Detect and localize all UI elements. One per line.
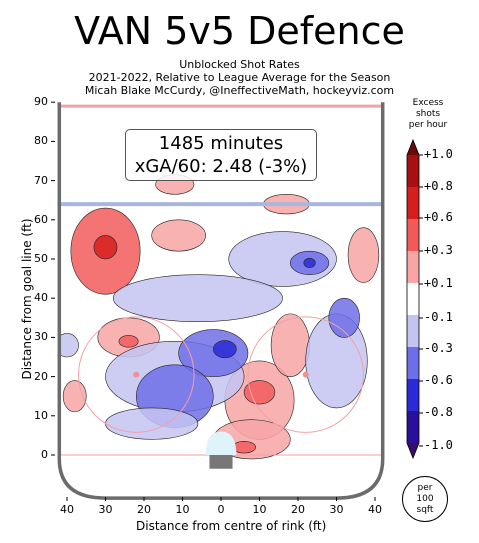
colorbar-segment	[407, 283, 419, 316]
heatmap-region-5	[347, 227, 380, 283]
x-tick-label: 20	[137, 503, 151, 516]
x-tick-label: 20	[291, 503, 305, 516]
colorbar-bottom-cap	[407, 443, 419, 458]
colorbar-tick-label: +0.6	[424, 210, 453, 224]
y-tick-label: 90	[34, 95, 48, 109]
y-tick-label: 0	[41, 448, 48, 461]
heatmap-region-23	[328, 297, 360, 338]
y-tick-label: 60	[34, 212, 48, 226]
heatmap-region-16	[303, 257, 316, 268]
colorbar-tick-label: -1.0	[424, 438, 453, 452]
colorbar-segment	[407, 411, 419, 444]
y-tick-label: 10	[34, 408, 48, 422]
faceoff-circle-left	[78, 316, 195, 433]
y-tick-label: 80	[34, 134, 48, 148]
colorbar-title-line-1: Excess	[412, 98, 444, 108]
y-tick-label: 70	[34, 173, 48, 187]
x-tick-label: 30	[329, 503, 344, 516]
colorbar-title-line-2: shots	[415, 109, 441, 119]
colorbar-top-cap	[407, 140, 419, 155]
colorbar-segment	[407, 251, 419, 284]
x-axis-label: Distance from centre of rink (ft)	[136, 519, 327, 533]
heatmap-region-24	[59, 333, 79, 358]
x-tick-label: 10	[175, 503, 190, 516]
x-tick-label: 0	[217, 503, 225, 516]
x-tick-label: 10	[252, 503, 267, 516]
colorbar-title: Excess shots per hour	[398, 98, 458, 131]
heatmap-region-19	[178, 329, 249, 377]
heatmap-region-25	[105, 407, 199, 440]
subtitle-line-2: 2021-2022, Relative to League Average fo…	[88, 71, 391, 84]
per-unit-line-3: sqft	[416, 505, 434, 515]
colorbar-tick-label: +0.8	[424, 179, 453, 193]
colorbar-outline	[406, 138, 420, 460]
faceoff-dot-right	[302, 371, 309, 378]
xga-text: xGA/60: 2.48 (-3%)	[134, 156, 308, 177]
colorbar-title-line-3: per hour	[408, 120, 448, 130]
y-tick-label: 50	[34, 252, 48, 265]
heatmap-region-13	[270, 313, 310, 377]
stats-box: 1485 minutes xGA/60: 2.48 (-3%)	[125, 129, 317, 181]
colorbar-tick-label: +0.1	[424, 276, 453, 290]
per-unit-line-1: per	[417, 483, 433, 493]
colorbar-segment	[407, 155, 419, 188]
goal-net	[209, 455, 233, 469]
heatmap-region-20	[213, 340, 237, 359]
heatmap-regions	[59, 174, 380, 460]
y-tick-label: 20	[34, 369, 48, 383]
colorbar-tick-label: +0.3	[424, 243, 453, 257]
y-tick-label: 40	[34, 291, 48, 305]
colorbar-tick-label: -0.8	[424, 405, 453, 419]
colorbar-segment	[407, 347, 419, 380]
x-tick-label: 40	[368, 503, 382, 516]
x-tick-label: 40	[60, 503, 74, 516]
heatmap-region-10	[243, 380, 276, 405]
colorbar-segment	[407, 187, 419, 220]
subtitle-line-1: Unblocked Shot Rates	[179, 58, 300, 71]
heatmap-region-2	[151, 219, 206, 252]
goal-crease	[205, 431, 237, 455]
heatmap-region-1	[93, 235, 118, 260]
faceoff-dot-left	[133, 371, 140, 378]
colorbar-segment	[407, 219, 419, 252]
heatmap-region-17	[112, 274, 283, 323]
minutes-text: 1485 minutes	[158, 133, 284, 154]
x-tick-label: 30	[98, 503, 113, 516]
heatmap-region-7	[118, 335, 139, 348]
colorbar-tick-label: -0.1	[424, 310, 453, 324]
colorbar-segment	[407, 315, 419, 348]
colorbar-tick-label: +1.0	[424, 147, 453, 161]
subtitle-line-3: Micah Blake McCurdy, @IneffectiveMath, h…	[84, 84, 395, 97]
per-unit-badge: per 100 sqft	[402, 476, 448, 522]
colorbar-tick-label: -0.3	[424, 341, 453, 355]
y-tick-label: 30	[34, 330, 48, 344]
chart-title: VAN 5v5 Defence	[74, 9, 405, 53]
per-unit-line-2: 100	[416, 494, 434, 504]
faceoff-circle-right	[247, 316, 364, 433]
colorbar-tick-label: -0.6	[424, 373, 453, 387]
colorbar-segment	[407, 379, 419, 412]
